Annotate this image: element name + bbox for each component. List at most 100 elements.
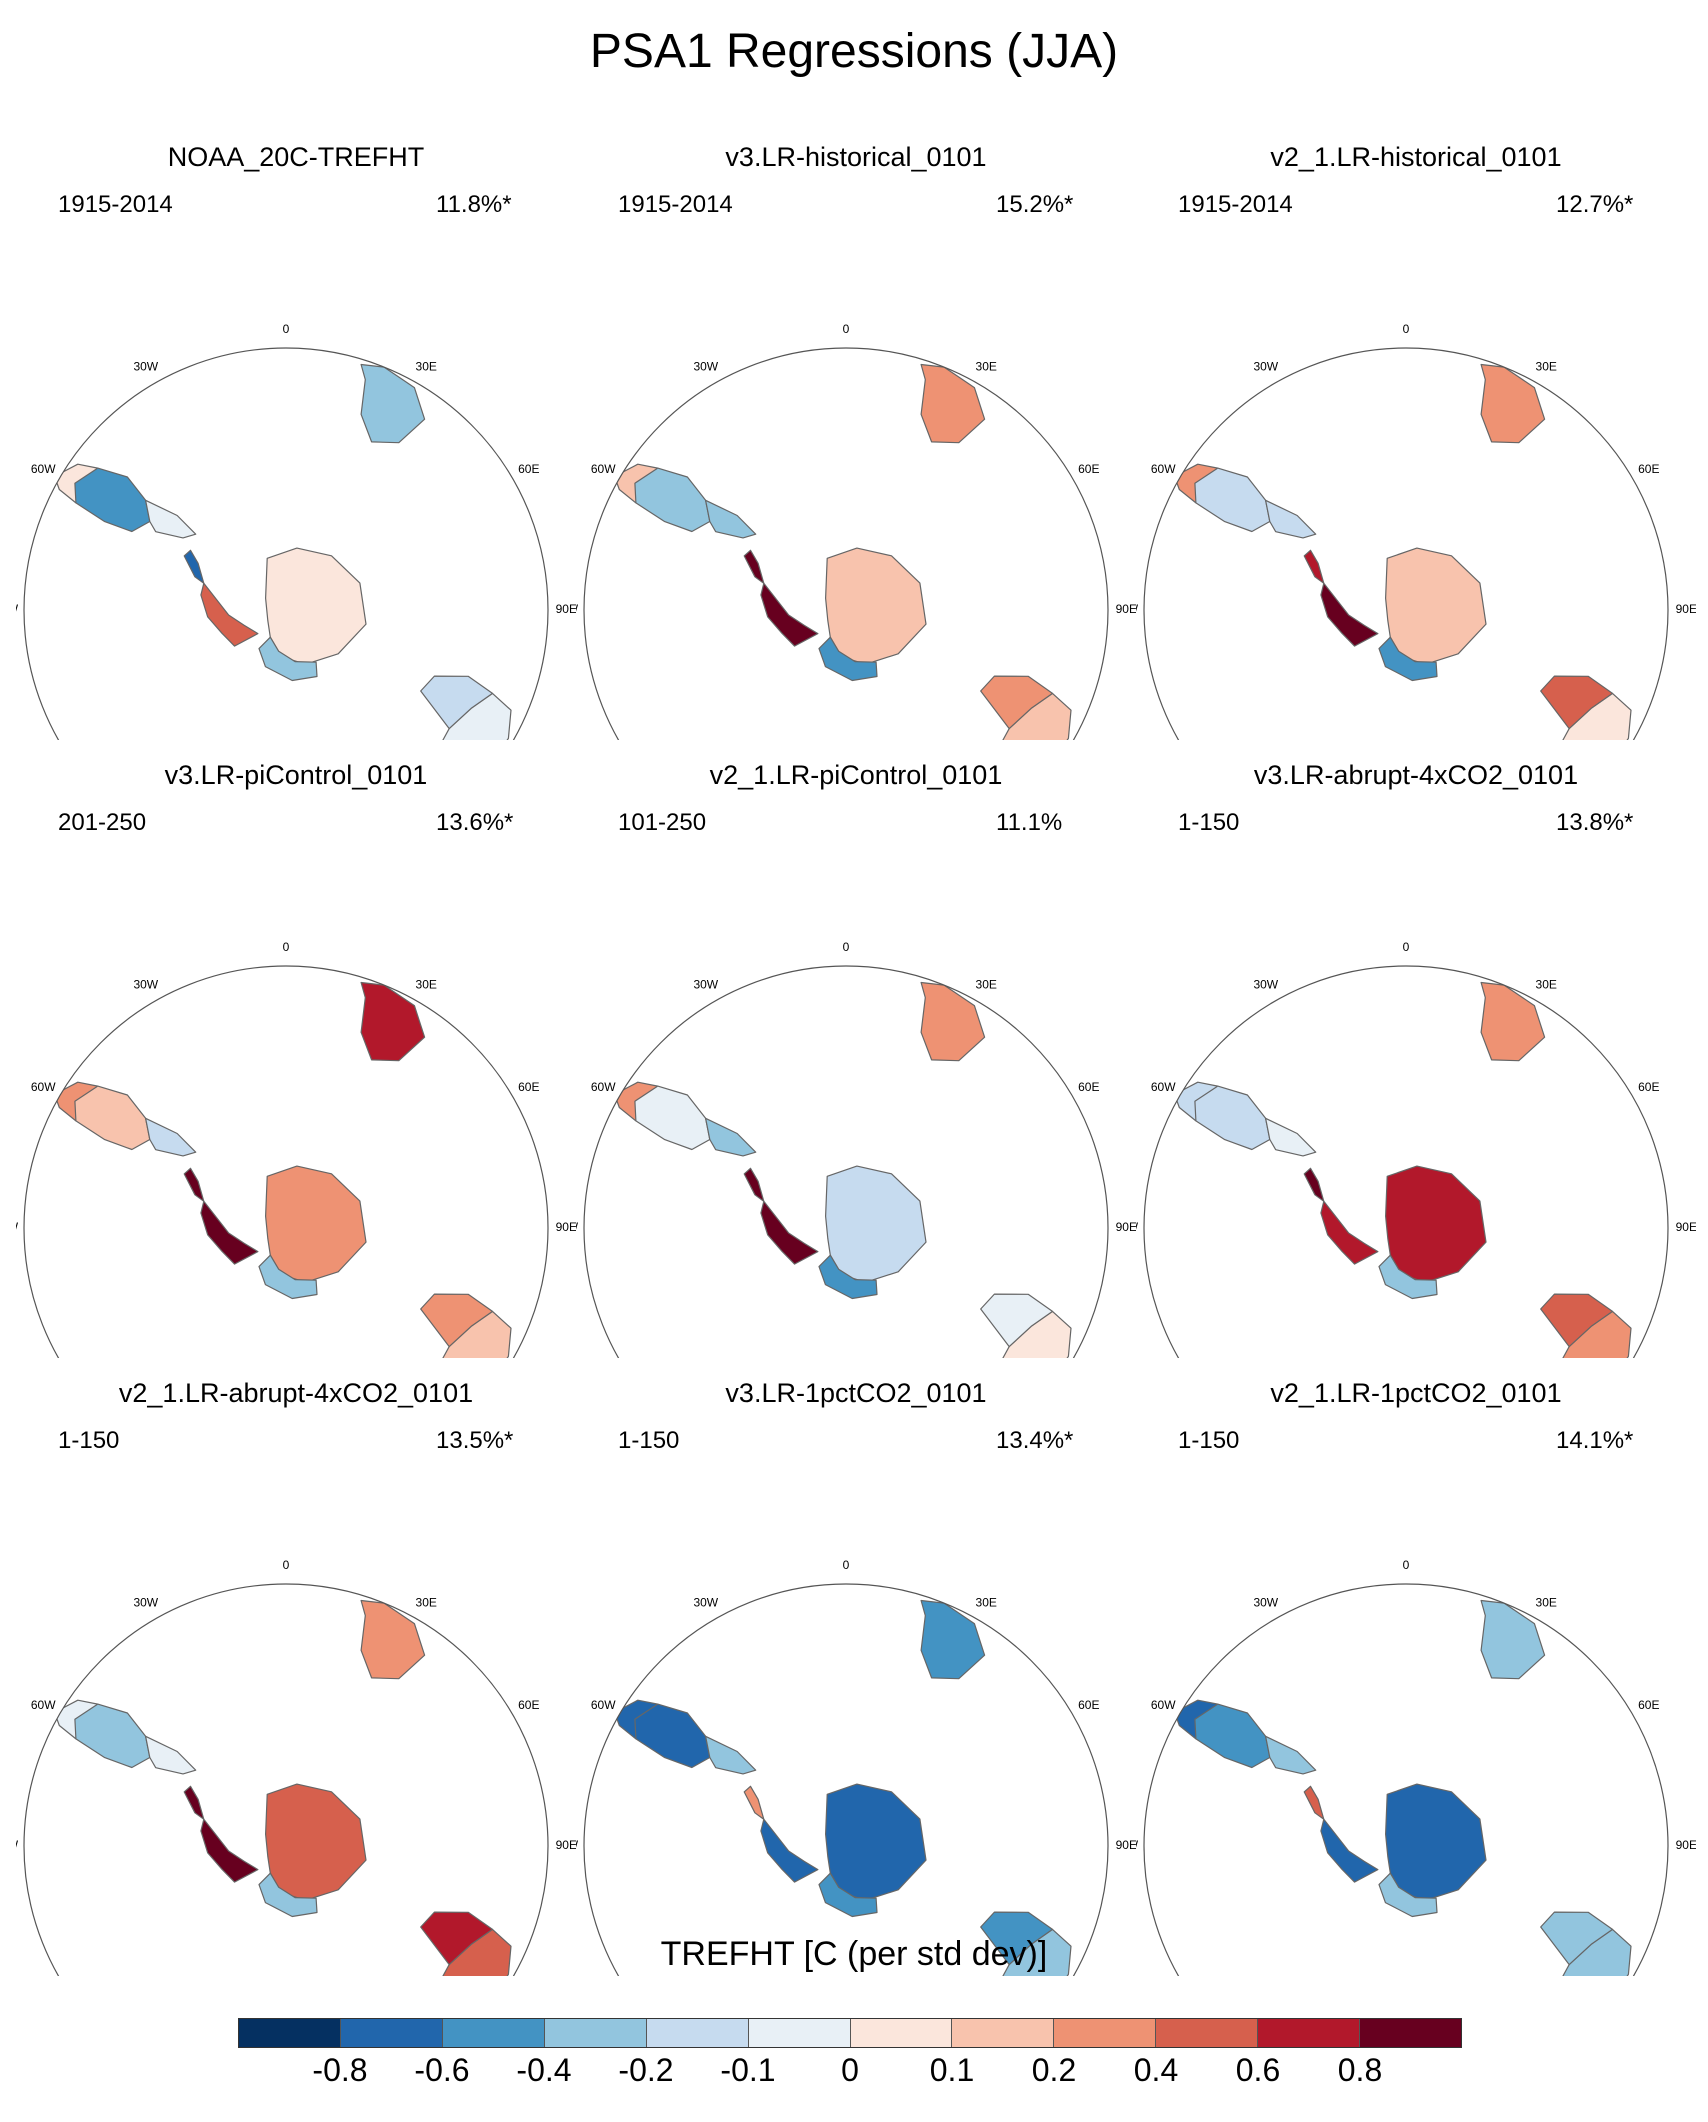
panel-variance: 12.7%* (1556, 191, 1634, 218)
region-antarctica-ross (258, 636, 318, 682)
region-africa (1480, 981, 1546, 1062)
region-antarctic-peninsula (183, 1167, 205, 1202)
panel-period: 1915-2014 (618, 191, 733, 218)
lon-label: 60E (518, 1080, 539, 1094)
colorbar-tick-label: -0.8 (312, 2052, 368, 2088)
region-south-america-tip (1265, 1117, 1317, 1157)
colorbar (238, 2018, 1462, 2048)
lon-label: 0 (283, 940, 290, 954)
lon-label: 90E (1116, 1220, 1136, 1234)
region-south-america-tip (705, 1735, 757, 1775)
polar-map: 030E60E90E120E150E180150W120W90W60W30W (16, 322, 576, 740)
lon-label: 60E (1078, 462, 1099, 476)
polar-map: 030E60E90E120E150E180150W120W90W60W30W (576, 1558, 1136, 1976)
lon-label: 0 (843, 1558, 850, 1572)
lon-label: 30W (133, 1595, 158, 1609)
map-boundary (583, 965, 1109, 1358)
colorbar-tick-label: 0.4 (1133, 2052, 1179, 2088)
lon-label: 30E (416, 977, 437, 991)
panel-title: v2_1.LR-piControl_0101 (709, 760, 1003, 790)
map-panel-v3-picontrol: v3.LR-piControl_0101 201-250 13.6%* 0 30E… (16, 758, 576, 1358)
region-south-america-mid (634, 467, 711, 533)
lon-label: 90W (576, 1838, 579, 1852)
region-antarctica-ross (818, 1254, 878, 1300)
lon-label: 30W (693, 977, 718, 991)
region-antarctic-peninsula (183, 1785, 205, 1820)
colorbar-segment (340, 2019, 443, 2047)
region-antarctic-peninsula (1303, 549, 1325, 584)
region-antarctica-east (265, 1165, 367, 1283)
region-australia-east (980, 1911, 1054, 1966)
region-south-america-mid (634, 1085, 711, 1151)
panel-variance: 13.8%* (1556, 809, 1634, 836)
panel-title: v2_1.LR-1pctCO2_0101 (1270, 1378, 1562, 1408)
map-background (1144, 348, 1668, 740)
lon-label: 0 (843, 940, 850, 954)
panel-variance: 13.5%* (436, 1427, 514, 1454)
lon-label: 60E (1638, 462, 1659, 476)
lon-label: 90E (1116, 1838, 1136, 1852)
lon-label: 60E (1078, 1698, 1099, 1712)
region-south-america-mid (634, 1703, 711, 1769)
lon-label: 90W (16, 1220, 19, 1234)
colorbar-segment (1054, 2019, 1157, 2047)
lon-label: 90E (556, 1220, 576, 1234)
panel-title: v3.LR-1pctCO2_0101 (725, 1378, 987, 1408)
region-africa (1480, 363, 1546, 444)
colorbar-tick-label: 0.1 (929, 2052, 975, 2088)
map-background (1144, 966, 1668, 1358)
lon-label: 60W (591, 462, 616, 476)
panel-period: 1-150 (1178, 1427, 1240, 1454)
region-africa (360, 363, 426, 444)
lon-label: 90W (16, 1838, 19, 1852)
lon-label: 30E (416, 359, 437, 373)
panel-title: v2_1.LR-abrupt-4xCO2_0101 (118, 1378, 474, 1408)
panel-title: v2_1.LR-historical_0101 (1270, 142, 1562, 172)
region-antarctica-east (1385, 1165, 1487, 1283)
lon-label: 0 (283, 1558, 290, 1572)
colorbar-segment (1258, 2019, 1361, 2047)
lon-label: 0 (1403, 322, 1410, 336)
region-south-america-mid (74, 1703, 151, 1769)
region-australia-east (420, 1911, 494, 1966)
lon-label: 90E (1676, 1838, 1696, 1852)
lon-label: 60E (1638, 1080, 1659, 1094)
region-south-america-mid (1194, 467, 1271, 533)
lon-label: 90E (556, 1838, 576, 1852)
map-background (1144, 1584, 1668, 1976)
map-background (584, 1584, 1108, 1976)
colorbar-tick-label: 0.6 (1235, 2052, 1281, 2088)
lon-label: 0 (843, 322, 850, 336)
lon-label: 90W (576, 602, 579, 616)
map-background (584, 966, 1108, 1358)
lon-label: 0 (283, 322, 290, 336)
lon-label: 30E (976, 977, 997, 991)
region-africa (360, 981, 426, 1062)
lon-label: 30W (133, 359, 158, 373)
map-panel-v3-historical: v3.LR-historical_0101 1915-2014 15.2%* 0… (576, 140, 1136, 740)
colorbar-tick-label: -0.6 (414, 2052, 470, 2088)
lon-label: 30E (1536, 977, 1557, 991)
map-panel-noaa-20c: NOAA_20C-TREFHT 1915-2014 11.8%* 0 30E 60E… (16, 140, 576, 740)
colorbar-segment (1156, 2019, 1259, 2047)
map-background (584, 348, 1108, 740)
lon-label: 90E (1676, 1220, 1696, 1234)
region-australia-east (420, 675, 494, 730)
panel-variance: 13.6%* (436, 809, 514, 836)
region-antarctica-east (1385, 547, 1487, 665)
lon-label: 60W (1151, 1698, 1176, 1712)
panel-variance: 13.4%* (996, 1427, 1074, 1454)
map-boundary (583, 347, 1109, 740)
polar-map: 030E60E90E120E150E180150W120W90W60W30W (1136, 940, 1696, 1358)
map-boundary (583, 1583, 1109, 1976)
region-australia-east (980, 1293, 1054, 1348)
polar-map: 030E60E90E120E150E180150W120W90W60W30W (576, 940, 1136, 1358)
region-africa (1480, 1599, 1546, 1680)
chart-title: PSA1 Regressions (JJA) (589, 25, 1119, 78)
region-antarctica-ross (258, 1254, 318, 1300)
panel-title: v3.LR-piControl_0101 (164, 760, 428, 790)
lon-label: 60E (1078, 1080, 1099, 1094)
region-africa (920, 1599, 986, 1680)
region-south-america-tip (145, 499, 197, 539)
region-antarctic-peninsula (183, 549, 205, 584)
